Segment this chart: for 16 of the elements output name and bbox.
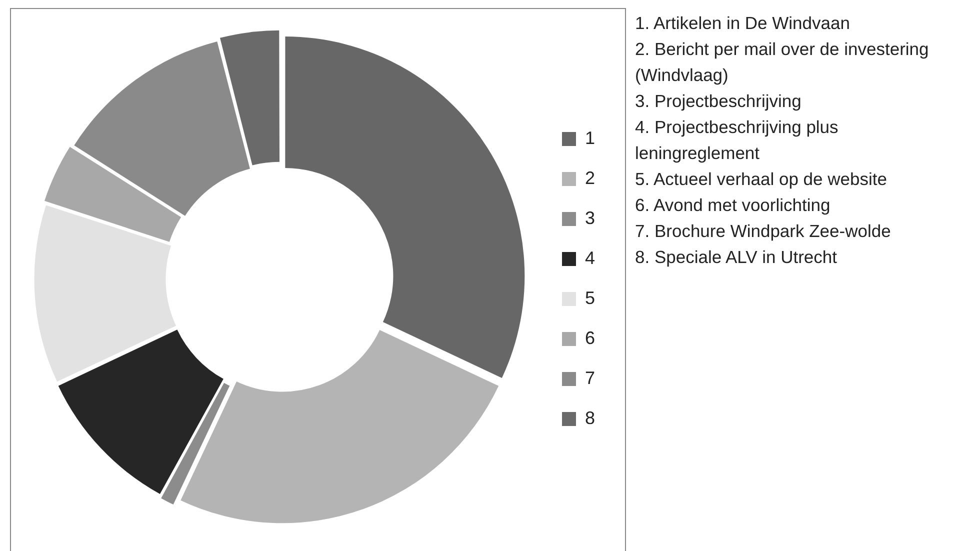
legend-label: 5 xyxy=(584,288,596,308)
legend-label: 4 xyxy=(584,248,596,268)
text: 2. Bericht per mail over de investering (Windvlaag) xyxy=(635,38,930,87)
text: 4. Projectbeschrijving plus leningreglement xyxy=(635,116,840,165)
legend-label: 6 xyxy=(584,328,596,348)
text: 7. Brochure Windpark Zee-wolde xyxy=(635,220,892,243)
text: 1. Artikelen in De Windvaan xyxy=(635,12,851,35)
text: 8. Speciale ALV in Utrecht xyxy=(635,246,838,269)
legend-label: 1 xyxy=(584,128,596,148)
text: 6. Avond met voorlichting xyxy=(635,194,832,217)
legend-label: 2 xyxy=(584,168,596,188)
text: 5. Actueel verhaal op de website xyxy=(635,168,888,191)
text: 3. Projectbeschrijving xyxy=(635,90,802,113)
legend-label: 7 xyxy=(584,368,596,388)
legend-label: 3 xyxy=(584,208,596,228)
legend-label: 8 xyxy=(584,408,596,428)
